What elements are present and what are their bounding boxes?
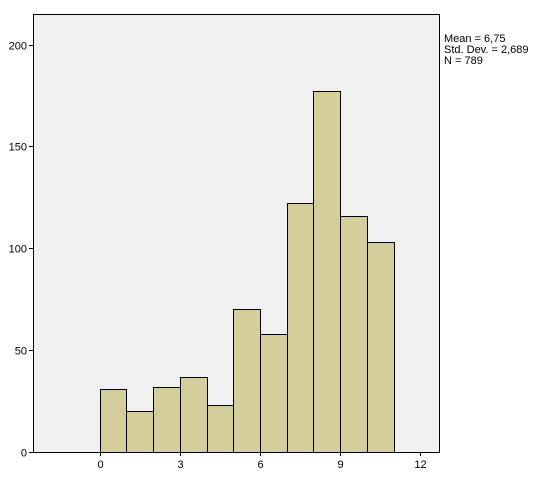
x-tick-label-1: 3 [177,459,183,471]
y-tick-label-0: 0 [21,448,27,460]
histogram-bar-4 [207,405,234,453]
y-tick-label-3: 150 [9,142,27,154]
x-axis: 0 3 6 9 12 [97,452,427,471]
bars-group [100,91,395,453]
y-tick-label-1: 50 [15,346,27,358]
x-tick-label-3: 9 [337,459,343,471]
y-tick-label-2: 100 [9,244,27,256]
histogram-bar-2 [153,387,181,453]
y-axis: 0 50 100 150 200 [9,41,34,460]
histogram-bar-10 [367,242,395,453]
stat-std-dev: Std. Dev. = 2,689 [444,44,529,56]
x-tick-label-2: 6 [257,459,263,471]
histogram-bar-1 [126,411,154,453]
histogram-bar-3 [180,377,208,453]
histogram-bar-7 [287,203,314,453]
x-tick-label-0: 0 [97,459,103,471]
histogram-bar-5 [233,309,261,453]
histogram-bar-6 [260,334,288,453]
stat-n: N = 789 [444,55,483,67]
histogram-bar-0 [100,389,127,453]
x-tick-label-4: 12 [414,459,426,471]
histogram-bar-8 [313,91,341,453]
histogram-bar-9 [340,216,368,453]
stat-mean: Mean = 6,75 [444,33,506,45]
y-tick-label-4: 200 [9,41,27,53]
statistics-legend: Mean = 6,75 Std. Dev. = 2,689 N = 789 [444,34,529,67]
